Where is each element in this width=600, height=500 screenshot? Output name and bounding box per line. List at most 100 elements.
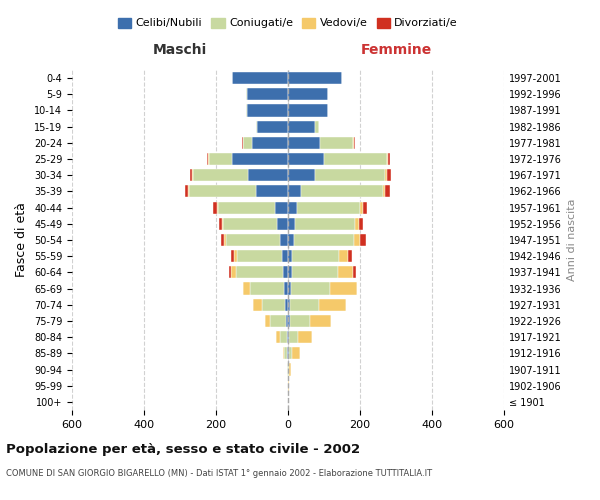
- Bar: [331, 282, 358, 294]
- Text: Maschi: Maschi: [153, 43, 207, 57]
- Bar: [315, 169, 385, 181]
- Bar: [226, 234, 280, 246]
- Bar: [286, 315, 288, 327]
- Bar: [243, 282, 250, 294]
- Y-axis label: Fasce di età: Fasce di età: [16, 202, 28, 278]
- Text: COMUNE DI SAN GIORGIO BIGARELLO (MN) - Dati ISTAT 1° gennaio 2002 - Elaborazione: COMUNE DI SAN GIORGIO BIGARELLO (MN) - D…: [6, 469, 432, 478]
- Bar: [387, 153, 388, 165]
- Bar: [361, 234, 366, 246]
- Bar: [243, 137, 252, 149]
- Bar: [359, 218, 363, 230]
- Bar: [280, 331, 287, 343]
- Bar: [192, 169, 193, 181]
- Bar: [222, 218, 223, 230]
- Bar: [276, 331, 280, 343]
- Bar: [189, 186, 256, 198]
- Bar: [288, 218, 295, 230]
- Bar: [288, 331, 289, 343]
- Bar: [190, 169, 192, 181]
- Bar: [320, 137, 353, 149]
- Bar: [385, 169, 387, 181]
- Bar: [288, 315, 290, 327]
- Bar: [290, 298, 319, 311]
- Bar: [339, 250, 348, 262]
- Bar: [387, 169, 391, 181]
- Bar: [301, 186, 383, 198]
- Bar: [283, 348, 284, 360]
- Y-axis label: Anni di nascita: Anni di nascita: [567, 198, 577, 281]
- Bar: [283, 266, 288, 278]
- Bar: [385, 186, 389, 198]
- Bar: [288, 104, 328, 117]
- Bar: [250, 282, 284, 294]
- Bar: [280, 234, 288, 246]
- Bar: [218, 202, 275, 213]
- Bar: [248, 169, 288, 181]
- Bar: [288, 202, 297, 213]
- Bar: [288, 298, 290, 311]
- Bar: [354, 234, 361, 246]
- Bar: [214, 202, 217, 213]
- Bar: [295, 234, 354, 246]
- Bar: [232, 153, 288, 165]
- Bar: [288, 72, 342, 84]
- Bar: [353, 266, 356, 278]
- Bar: [287, 364, 288, 376]
- Bar: [353, 137, 355, 149]
- Bar: [298, 331, 313, 343]
- Bar: [355, 218, 359, 230]
- Bar: [233, 250, 236, 262]
- Bar: [217, 202, 218, 213]
- Bar: [310, 315, 331, 327]
- Bar: [288, 120, 315, 132]
- Bar: [256, 186, 288, 198]
- Bar: [232, 72, 288, 84]
- Bar: [291, 282, 331, 294]
- Bar: [231, 250, 233, 262]
- Bar: [236, 266, 283, 278]
- Bar: [287, 331, 288, 343]
- Bar: [338, 266, 353, 278]
- Bar: [284, 282, 288, 294]
- Bar: [288, 250, 292, 262]
- Bar: [275, 202, 288, 213]
- Text: Popolazione per età, sesso e stato civile - 2002: Popolazione per età, sesso e stato civil…: [6, 442, 360, 456]
- Bar: [288, 186, 301, 198]
- Bar: [270, 315, 286, 327]
- Bar: [363, 202, 367, 213]
- Bar: [209, 153, 232, 165]
- Bar: [285, 298, 288, 311]
- Bar: [292, 250, 339, 262]
- Bar: [315, 120, 319, 132]
- Bar: [193, 169, 248, 181]
- Bar: [208, 153, 209, 165]
- Bar: [288, 137, 320, 149]
- Bar: [288, 364, 289, 376]
- Legend: Celibi/Nubili, Coniugati/e, Vedovi/e, Divorziati/e: Celibi/Nubili, Coniugati/e, Vedovi/e, Di…: [115, 14, 461, 32]
- Bar: [185, 186, 188, 198]
- Bar: [236, 250, 281, 262]
- Bar: [188, 186, 189, 198]
- Bar: [288, 266, 292, 278]
- Bar: [257, 120, 288, 132]
- Bar: [324, 153, 387, 165]
- Bar: [253, 298, 262, 311]
- Bar: [288, 153, 324, 165]
- Bar: [284, 348, 287, 360]
- Bar: [288, 282, 291, 294]
- Bar: [265, 315, 270, 327]
- Bar: [281, 250, 288, 262]
- Bar: [297, 202, 360, 213]
- Bar: [247, 104, 288, 117]
- Bar: [290, 315, 310, 327]
- Bar: [262, 298, 285, 311]
- Bar: [289, 331, 298, 343]
- Bar: [229, 266, 232, 278]
- Bar: [288, 88, 328, 101]
- Bar: [319, 298, 346, 311]
- Bar: [277, 218, 288, 230]
- Bar: [288, 348, 289, 360]
- Bar: [219, 218, 222, 230]
- Bar: [383, 186, 385, 198]
- Bar: [360, 202, 363, 213]
